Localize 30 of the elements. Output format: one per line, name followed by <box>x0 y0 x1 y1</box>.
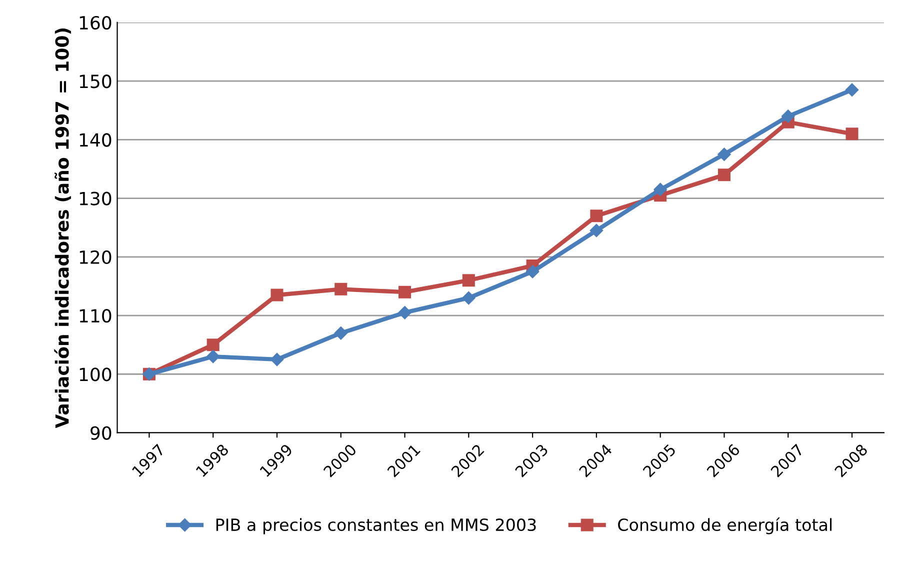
point <box>845 83 859 96</box>
y-tick-label: 130 <box>80 192 112 206</box>
y-tick-label: 150 <box>80 74 112 88</box>
y-tick-label: 110 <box>80 308 112 323</box>
point <box>462 274 475 287</box>
y-tick-label: 140 <box>80 133 112 147</box>
y-tick-label: 160 <box>80 16 112 30</box>
point <box>206 338 220 352</box>
point <box>782 110 795 123</box>
point <box>846 128 858 140</box>
point <box>462 291 476 305</box>
point <box>334 282 348 296</box>
legend-label: PIB a precios constantes en MMS 2003 <box>216 518 536 534</box>
point <box>654 182 667 196</box>
legend-label: Consumo de energía total <box>618 517 832 534</box>
y-tick-label: 100 <box>80 368 112 382</box>
point <box>718 148 731 161</box>
point <box>270 352 284 366</box>
point <box>398 306 412 320</box>
point <box>398 286 412 298</box>
point <box>718 168 730 182</box>
point <box>590 210 603 222</box>
point <box>334 326 348 340</box>
y-tick-label: 90 <box>90 426 112 440</box>
point <box>270 288 284 302</box>
y-tick-label: 120 <box>80 250 112 264</box>
point <box>590 224 604 238</box>
point <box>526 264 540 278</box>
point <box>206 350 220 364</box>
y-axis-title: Variación indicadores (año 1997 = 100) <box>54 28 72 428</box>
